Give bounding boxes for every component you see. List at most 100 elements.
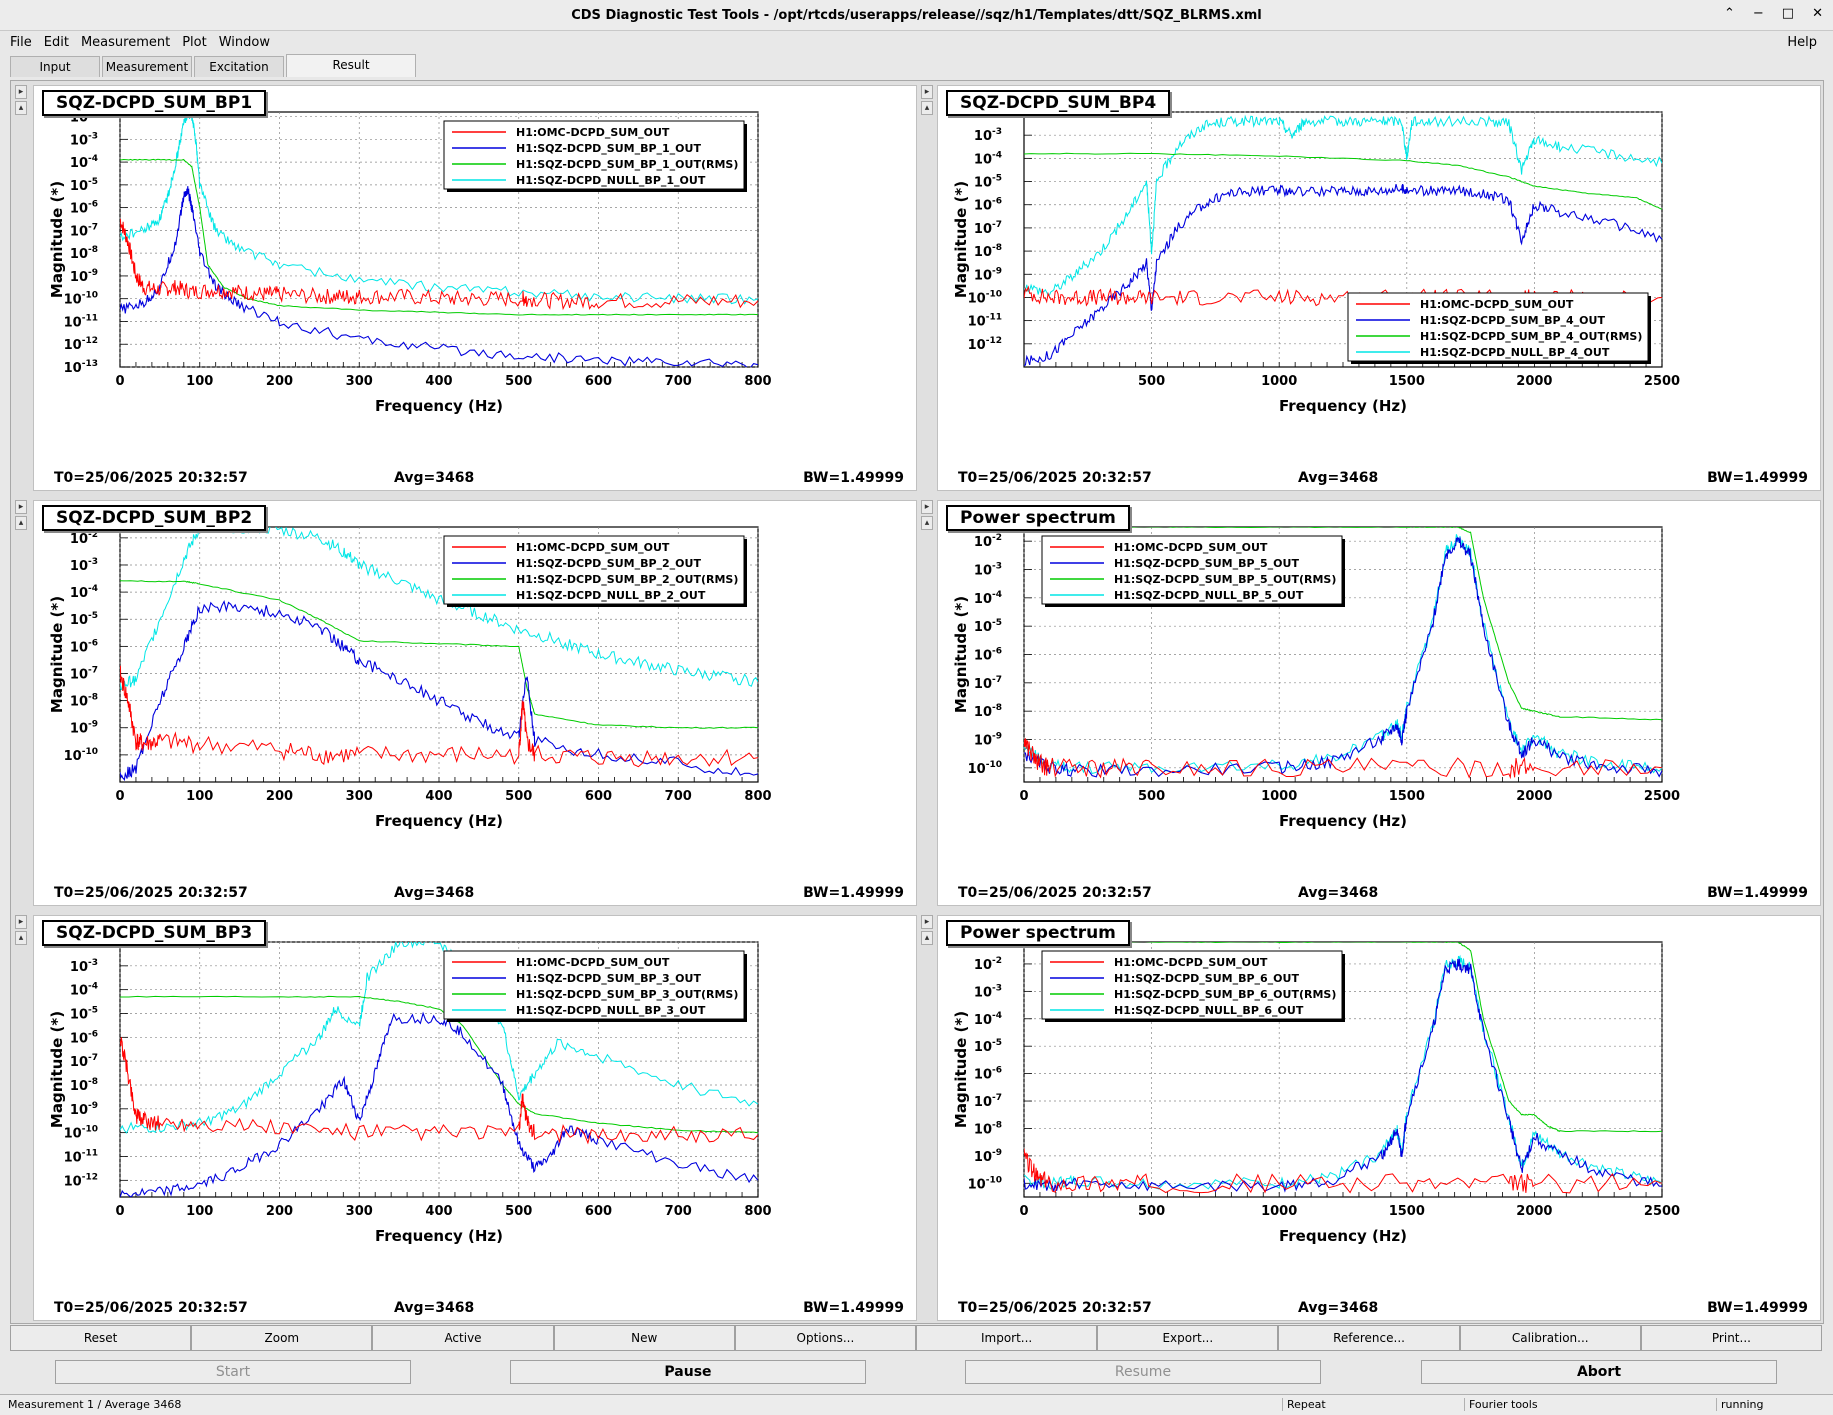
legend-entry: H1:SQZ-DCPD_SUM_BP_1_OUT(RMS)	[516, 158, 738, 171]
arrow-right-icon[interactable]: ▸	[15, 85, 27, 99]
resume-button[interactable]: Resume	[965, 1360, 1321, 1384]
options-button[interactable]: Options...	[734, 1325, 917, 1351]
avg-label: Avg=3468	[394, 470, 475, 486]
plot-info: T0=25/06/2025 20:32:57 Avg=3468 BW=1.499…	[938, 885, 1820, 903]
arrow-up-icon[interactable]: ▴	[921, 516, 933, 530]
arrow-up-icon[interactable]: ▴	[15, 516, 27, 530]
y-tick-exponent: -9	[992, 732, 1002, 742]
pad-arrows-3[interactable]: ▸ ▴	[15, 500, 27, 530]
print-button[interactable]: Print...	[1640, 1325, 1823, 1351]
x-tick-label: 800	[744, 374, 771, 389]
new-button[interactable]: New	[553, 1325, 735, 1351]
x-tick-label: 100	[186, 374, 213, 389]
arrow-right-icon[interactable]: ▸	[921, 915, 933, 929]
plot-svg[interactable]: 0 100 200 300 400 500 600 700 800 10-12 10-11 10-10…	[34, 916, 916, 1320]
pad-arrows-2[interactable]: ▸ ▴	[921, 85, 933, 115]
tab-input[interactable]: Input	[10, 56, 100, 77]
plot-svg[interactable]: 0 100 200 300 400 500 600 700 800 10-13 10-12 10-11…	[34, 86, 916, 490]
zoom-button[interactable]: Zoom	[191, 1325, 373, 1351]
arrow-right-icon[interactable]: ▸	[15, 915, 27, 929]
menu-help[interactable]: Help	[1787, 34, 1817, 50]
x-tick-label: 0	[115, 789, 124, 804]
plot-panel[interactable]: 0 100 200 300 400 500 600 700 800 10-10 10-9 10-8 10…	[33, 500, 917, 906]
active-button[interactable]: Active	[372, 1325, 554, 1351]
tab-excitation[interactable]: Excitation	[194, 56, 284, 77]
pad-arrows-1[interactable]: ▸ ▴	[15, 85, 27, 115]
plot-panel[interactable]: 500 1000 1500 2000 2500 10-12 10-11 10-10 10-9 10…	[937, 85, 1821, 491]
import-button[interactable]: Import...	[916, 1325, 1098, 1351]
tab-measurement[interactable]: Measurement	[102, 56, 192, 77]
y-tick-label: 10-6	[974, 1066, 1002, 1083]
plot-info: T0=25/06/2025 20:32:57 Avg=3468 BW=1.499…	[938, 470, 1820, 488]
y-tick-exponent: -6	[88, 200, 98, 210]
y-tick-exponent: -6	[88, 1029, 98, 1039]
reference-button[interactable]: Reference...	[1278, 1325, 1460, 1351]
x-axis-label: Frequency (Hz)	[375, 397, 503, 415]
y-tick-label: 10-8	[70, 1077, 98, 1094]
export-button[interactable]: Export...	[1097, 1325, 1279, 1351]
plot-panel[interactable]: 0 500 1000 1500 2000 2500 10-10 10-9 10-8 10-7 10-…	[937, 915, 1821, 1321]
plot-panel[interactable]: 0 100 200 300 400 500 600 700 800 10-13 10-12 10-11…	[33, 85, 917, 491]
minimize-icon[interactable]: −	[1752, 6, 1764, 21]
y-tick-label: 10-12	[64, 336, 98, 353]
pause-button[interactable]: Pause	[510, 1360, 866, 1384]
y-tick-label: 10-5	[70, 1005, 98, 1022]
y-tick-exponent: -10	[986, 1175, 1002, 1185]
legend-entry: H1:OMC-DCPD_SUM_OUT	[1420, 298, 1574, 311]
y-tick-label: 10-6	[70, 200, 98, 217]
arrow-up-icon[interactable]: ▴	[15, 101, 27, 115]
arrow-right-icon[interactable]: ▸	[15, 500, 27, 514]
y-tick-label: 10-9	[974, 1148, 1002, 1165]
t0-label: T0=25/06/2025 20:32:57	[958, 1300, 1152, 1316]
legend-entry: H1:SQZ-DCPD_SUM_BP_5_OUT(RMS)	[1114, 573, 1336, 586]
maximize-icon[interactable]: □	[1781, 6, 1795, 21]
arrow-up-icon[interactable]: ▴	[921, 931, 933, 945]
start-button[interactable]: Start	[55, 1360, 411, 1384]
series-line	[120, 186, 758, 367]
abort-button[interactable]: Abort	[1421, 1360, 1777, 1384]
plot-svg[interactable]: 0 500 1000 1500 2000 2500 10-10 10-9 10-8 10-7 10-…	[938, 916, 1820, 1320]
menu-measurement[interactable]: Measurement	[80, 34, 171, 50]
menu-edit[interactable]: Edit	[43, 34, 69, 50]
y-tick-exponent: -11	[82, 1148, 98, 1158]
menu-window[interactable]: Window	[218, 34, 270, 50]
y-axis-label: Magnitude (*)	[48, 181, 66, 298]
y-tick-label: 10-7	[974, 220, 1002, 237]
plot-svg[interactable]: 0 500 1000 1500 2000 2500 10-10 10-9 10-8 10-7 10-…	[938, 501, 1820, 905]
calibration-button[interactable]: Calibration...	[1459, 1325, 1641, 1351]
pad-arrows-4[interactable]: ▸ ▴	[921, 500, 933, 530]
plot-panel[interactable]: 0 100 200 300 400 500 600 700 800 10-12 10-11 10-10…	[33, 915, 917, 1321]
y-tick-label: 10-3	[974, 562, 1002, 579]
arrow-right-icon[interactable]: ▸	[921, 500, 933, 514]
y-tick-exponent: -10	[986, 289, 1002, 299]
reset-button[interactable]: Reset	[10, 1325, 192, 1351]
pad-arrows-5[interactable]: ▸ ▴	[15, 915, 27, 945]
series-line	[120, 580, 758, 729]
y-tick-label: 10-5	[70, 611, 98, 628]
arrow-right-icon[interactable]: ▸	[921, 85, 933, 99]
legend-entry: H1:SQZ-DCPD_SUM_BP_1_OUT	[516, 142, 701, 155]
series-line	[1024, 527, 1662, 721]
x-axis-label: Frequency (Hz)	[1279, 812, 1407, 830]
arrow-up-icon[interactable]: ▴	[15, 931, 27, 945]
plot-panel[interactable]: 0 500 1000 1500 2000 2500 10-10 10-9 10-8 10-7 10-…	[937, 500, 1821, 906]
y-tick-label: 10-3	[974, 127, 1002, 144]
close-icon[interactable]: ✕	[1812, 6, 1823, 21]
menu-plot[interactable]: Plot	[182, 34, 207, 50]
plot-svg[interactable]: 500 1000 1500 2000 2500 10-12 10-11 10-10 10-9 10…	[938, 86, 1820, 490]
x-tick-label: 0	[1019, 789, 1028, 804]
plot-svg[interactable]: 0 100 200 300 400 500 600 700 800 10-10 10-9 10-8 10…	[34, 501, 916, 905]
y-tick-label: 10-4	[70, 584, 98, 601]
y-tick-exponent: -3	[992, 983, 1002, 993]
pad-arrows-6[interactable]: ▸ ▴	[921, 915, 933, 945]
series-line	[120, 665, 758, 768]
series-line	[120, 1037, 758, 1145]
arrow-up-icon[interactable]: ▴	[921, 101, 933, 115]
y-tick-exponent: -6	[992, 1066, 1002, 1076]
tab-result[interactable]: Result	[286, 54, 416, 77]
y-tick-exponent: -5	[88, 611, 98, 621]
avg-label: Avg=3468	[1298, 1300, 1379, 1316]
y-tick-exponent: -13	[82, 359, 98, 369]
menu-file[interactable]: File	[10, 34, 32, 50]
chevron-up-icon[interactable]: ⌃	[1723, 6, 1735, 21]
